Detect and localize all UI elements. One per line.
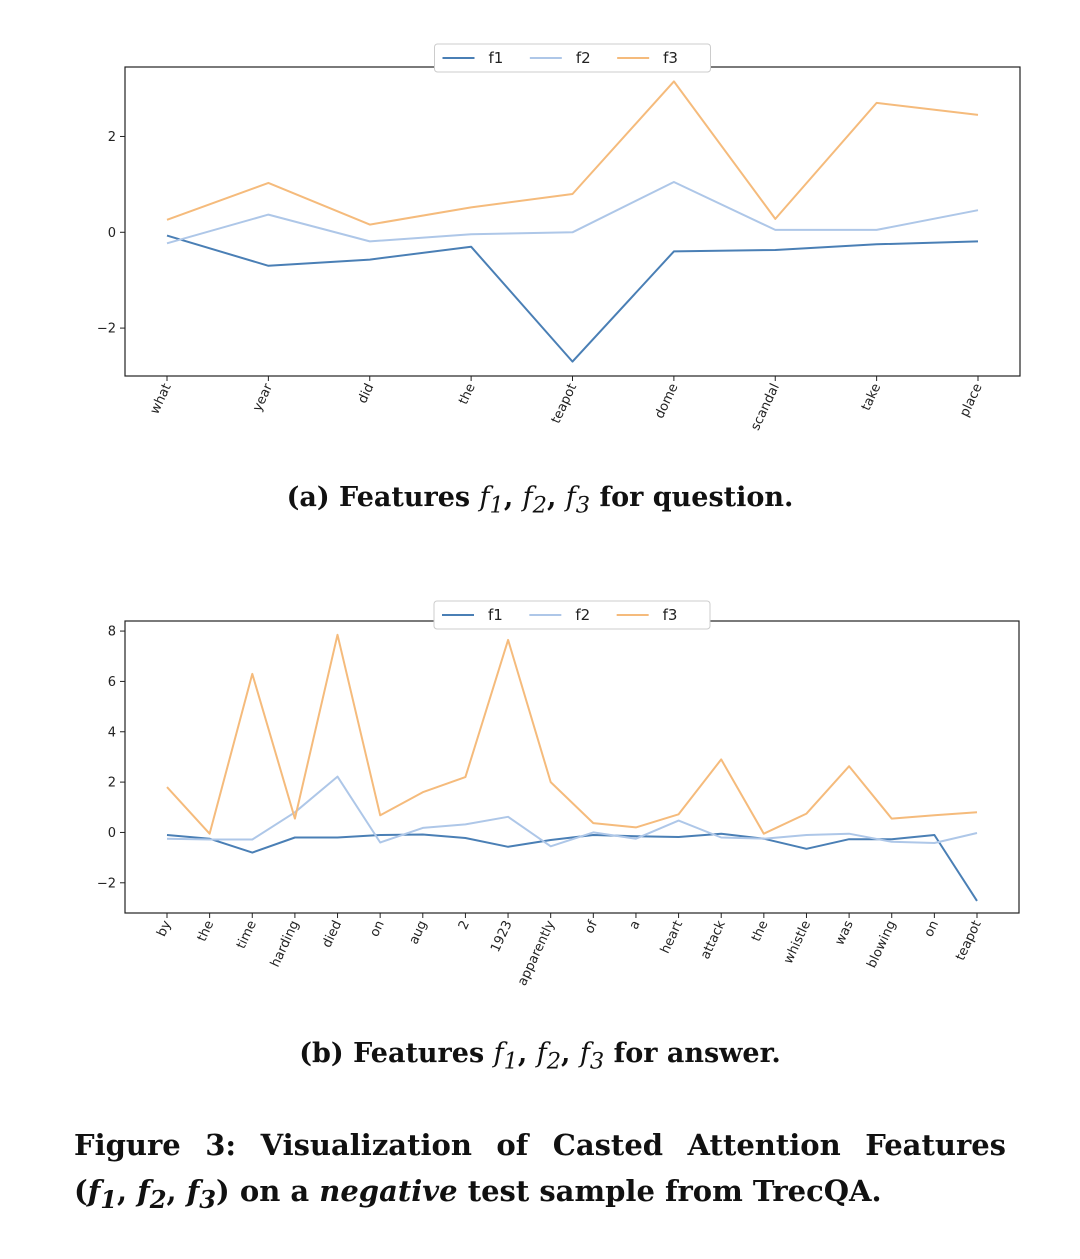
x-tick-label: the bbox=[195, 918, 218, 944]
chart-a-question-features: −2 0 2 what year did the teapot dome scandal take p… bbox=[97, 43, 1021, 433]
y-tick-label: 8 bbox=[108, 625, 116, 640]
x-tick-label: attack bbox=[698, 918, 729, 962]
y-tick-label: 0 bbox=[108, 826, 116, 841]
x-tick-label: teapot bbox=[953, 918, 985, 963]
x-tick-label: teapot bbox=[549, 381, 581, 426]
x-tick-label: blowing bbox=[864, 918, 899, 970]
x-tick-label: heart bbox=[658, 918, 686, 956]
x-tick-label: whistle bbox=[781, 918, 814, 966]
x-tick-label: year bbox=[250, 381, 276, 414]
legend-box bbox=[434, 43, 711, 73]
x-tick-label: died bbox=[320, 918, 345, 950]
series-line-f2 bbox=[166, 775, 978, 848]
figure-caption: Figure 3: Visualization of Casted Attent… bbox=[74, 1122, 1006, 1223]
x-tick-label: on bbox=[367, 918, 387, 939]
legend-label-f2: f2 bbox=[576, 49, 591, 67]
x-tick-label: aug bbox=[406, 918, 430, 947]
x-tick-label: place bbox=[957, 381, 985, 419]
x-tick-label: was bbox=[832, 918, 856, 948]
plot-frame bbox=[124, 620, 1020, 914]
x-tick-label: scandal bbox=[748, 381, 783, 433]
legend-label-f3: f3 bbox=[663, 606, 678, 624]
legend-label-f1: f1 bbox=[488, 606, 503, 624]
x-tick-label: by bbox=[154, 918, 174, 939]
x-tick-label: of bbox=[582, 918, 601, 936]
x-tick-label: harding bbox=[268, 918, 303, 969]
x-tick-label: take bbox=[859, 381, 884, 413]
y-tick-label: 4 bbox=[108, 725, 116, 740]
figure-caption-line-2: (f1, f2, f3) on a negative test sample f… bbox=[74, 1174, 882, 1214]
y-tick-label: 2 bbox=[108, 776, 116, 791]
x-tick-label: dome bbox=[652, 381, 681, 421]
x-tick-label: time bbox=[234, 918, 260, 951]
figure-caption-line-1: Figure 3: Visualization of Casted Attent… bbox=[74, 1128, 1006, 1162]
series-line-f1 bbox=[166, 234, 979, 363]
x-tick-label: 1923 bbox=[488, 918, 516, 954]
y-tick-label: 2 bbox=[108, 130, 116, 145]
y-tick-label: 6 bbox=[108, 675, 116, 690]
caption-b: (b) Features f1, f2, f3 for answer. bbox=[299, 1038, 781, 1075]
legend-label-f2: f2 bbox=[575, 606, 590, 624]
x-tick-label: what bbox=[148, 381, 175, 416]
x-tick-label: the bbox=[749, 918, 772, 944]
legend-label-f1: f1 bbox=[489, 49, 504, 67]
series-line-f2 bbox=[166, 181, 979, 245]
plot-frame bbox=[124, 66, 1021, 377]
x-tick-label: did bbox=[355, 381, 377, 406]
x-tick-label: a bbox=[627, 918, 644, 932]
caption-a: (a) Features f1, f2, f3 for question. bbox=[286, 482, 794, 519]
series-line-f3 bbox=[166, 80, 979, 226]
legend-box bbox=[433, 600, 711, 630]
y-tick-label: −2 bbox=[97, 322, 116, 337]
x-tick-label: on bbox=[922, 918, 942, 939]
x-tick-label: 2 bbox=[456, 918, 473, 932]
x-tick-label: apparently bbox=[515, 918, 558, 988]
series-line-f1 bbox=[166, 832, 978, 902]
y-tick-label: 0 bbox=[108, 226, 116, 241]
series-line-f3 bbox=[166, 633, 978, 835]
y-tick-label: −2 bbox=[97, 876, 116, 891]
legend-label-f3: f3 bbox=[663, 49, 678, 67]
x-tick-label: the bbox=[456, 381, 479, 407]
